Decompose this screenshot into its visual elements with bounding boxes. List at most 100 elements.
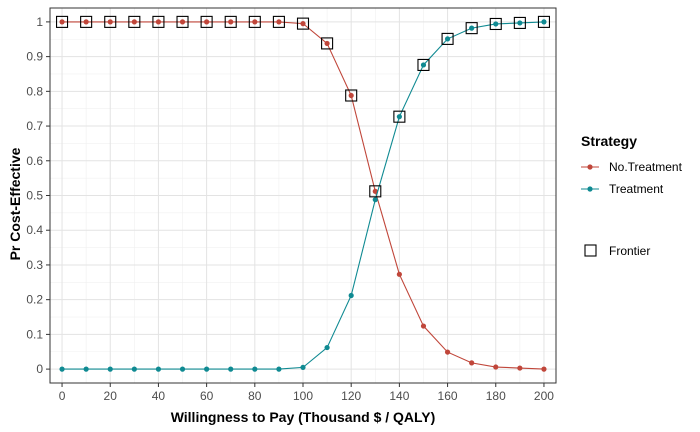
frontier-key-square: [584, 244, 597, 257]
frontier-marker: [55, 15, 69, 28]
data-point-no-treatment: [372, 188, 378, 194]
x-tick-label: 120: [341, 389, 361, 403]
x-tick-label: 80: [248, 389, 262, 403]
data-point-treatment: [469, 25, 475, 31]
frontier-marker: [224, 15, 237, 28]
data-point-treatment: [179, 366, 186, 372]
data-point-no-treatment: [517, 365, 523, 371]
frontier-marker: [200, 15, 213, 28]
data-point-no-treatment: [131, 19, 137, 25]
frontier-marker: [321, 37, 334, 50]
frontier-marker: [80, 15, 93, 28]
data-point-no-treatment: [420, 323, 427, 329]
frontier-marker: [417, 58, 430, 71]
frontier-marker: [296, 17, 310, 30]
data-point-no-treatment: [252, 19, 258, 25]
data-point-treatment: [107, 366, 113, 372]
data-point-treatment: [204, 366, 210, 372]
data-point-no-treatment: [541, 366, 547, 372]
data-point-no-treatment: [155, 19, 162, 25]
legend-title: Strategy: [581, 133, 637, 149]
y-tick-label: 0.8: [26, 84, 43, 98]
frontier-marker: [441, 32, 454, 45]
data-point-no-treatment: [59, 19, 65, 25]
data-point-treatment: [252, 366, 258, 372]
frontier-layer: [55, 15, 551, 198]
legend-item-treatment: Treatment: [581, 182, 664, 196]
x-tick-label: 60: [200, 389, 214, 403]
x-tick-label: 140: [389, 389, 409, 403]
data-point-treatment: [517, 20, 523, 26]
data-point-no-treatment: [204, 19, 210, 25]
data-point-treatment: [324, 344, 330, 351]
data-point-treatment: [396, 114, 402, 120]
y-tick-label: 0.3: [26, 258, 43, 272]
frontier-marker: [272, 15, 285, 28]
y-tick-label: 0: [36, 362, 43, 376]
data-point-no-treatment: [83, 19, 89, 25]
x-tick-label: 200: [534, 389, 554, 403]
data-point-no-treatment: [493, 364, 499, 370]
frontier-marker: [465, 22, 478, 35]
legend-key-point: [587, 186, 593, 192]
x-tick-label: 100: [293, 389, 313, 403]
data-point-no-treatment: [276, 19, 282, 25]
y-tick-label: 0.6: [26, 154, 43, 168]
data-point-no-treatment: [469, 360, 475, 366]
data-point-no-treatment: [107, 19, 113, 25]
y-tick-label: 0.9: [26, 50, 43, 64]
data-point-treatment: [348, 292, 354, 299]
x-axis-title: Willingness to Pay (Thousand $ / QALY): [171, 409, 436, 425]
legend-label: Treatment: [609, 182, 664, 196]
data-point-treatment: [83, 366, 89, 372]
data-point-treatment: [493, 21, 499, 27]
data-point-treatment: [228, 366, 234, 372]
x-tick-label: 180: [486, 389, 506, 403]
data-point-treatment: [372, 197, 378, 203]
data-point-treatment: [59, 366, 65, 372]
frontier-marker: [248, 15, 261, 28]
frontier-marker: [176, 15, 189, 28]
data-point-treatment: [276, 366, 282, 372]
y-tick-label: 0.1: [26, 327, 43, 341]
y-tick-label: 0.5: [26, 189, 43, 203]
legend-key-point: [587, 164, 593, 170]
legend-item-no-treatment: No.Treatment: [581, 160, 683, 174]
data-point-no-treatment: [179, 19, 186, 25]
data-point-treatment: [155, 366, 162, 372]
data-point-no-treatment: [396, 271, 402, 277]
data-point-treatment: [420, 62, 427, 68]
y-axis-title: Pr Cost-Effective: [7, 147, 23, 260]
y-tick-label: 0.7: [26, 119, 43, 133]
frontier-marker: [104, 15, 117, 28]
frontier-marker: [513, 16, 526, 29]
frontier-marker: [489, 17, 502, 31]
grid-layer: [50, 8, 556, 383]
x-tick-label: 160: [438, 389, 458, 403]
data-point-treatment: [541, 19, 547, 25]
y-tick-label: 1: [36, 15, 43, 29]
legend-item-frontier: Frontier: [584, 244, 650, 258]
frontier-marker: [345, 89, 358, 102]
data-point-no-treatment: [300, 21, 306, 27]
data-point-treatment: [300, 364, 306, 370]
legend-label: No.Treatment: [609, 160, 683, 174]
data-point-no-treatment: [444, 349, 451, 355]
x-tick-label: 0: [59, 389, 66, 403]
frontier-marker: [152, 15, 165, 28]
frontier-marker: [537, 15, 551, 28]
legend: Strategy No.Treatment Treatment Frontier: [581, 133, 683, 258]
axis-layer: 0 20 40 60 80 100 120 140 160 180 200 0 0.1 0.2 0.3 0.4…: [26, 15, 554, 403]
series-layer: [59, 19, 547, 372]
frontier-marker: [128, 15, 141, 28]
frontier-marker: [369, 185, 382, 198]
x-tick-label: 40: [152, 389, 166, 403]
x-tick-label: 20: [104, 389, 118, 403]
y-tick-label: 0.2: [26, 293, 43, 307]
frontier-marker: [393, 110, 406, 123]
data-point-no-treatment: [324, 40, 330, 47]
data-point-no-treatment: [348, 92, 354, 99]
y-tick-label: 0.4: [26, 223, 43, 237]
data-point-no-treatment: [228, 19, 234, 25]
